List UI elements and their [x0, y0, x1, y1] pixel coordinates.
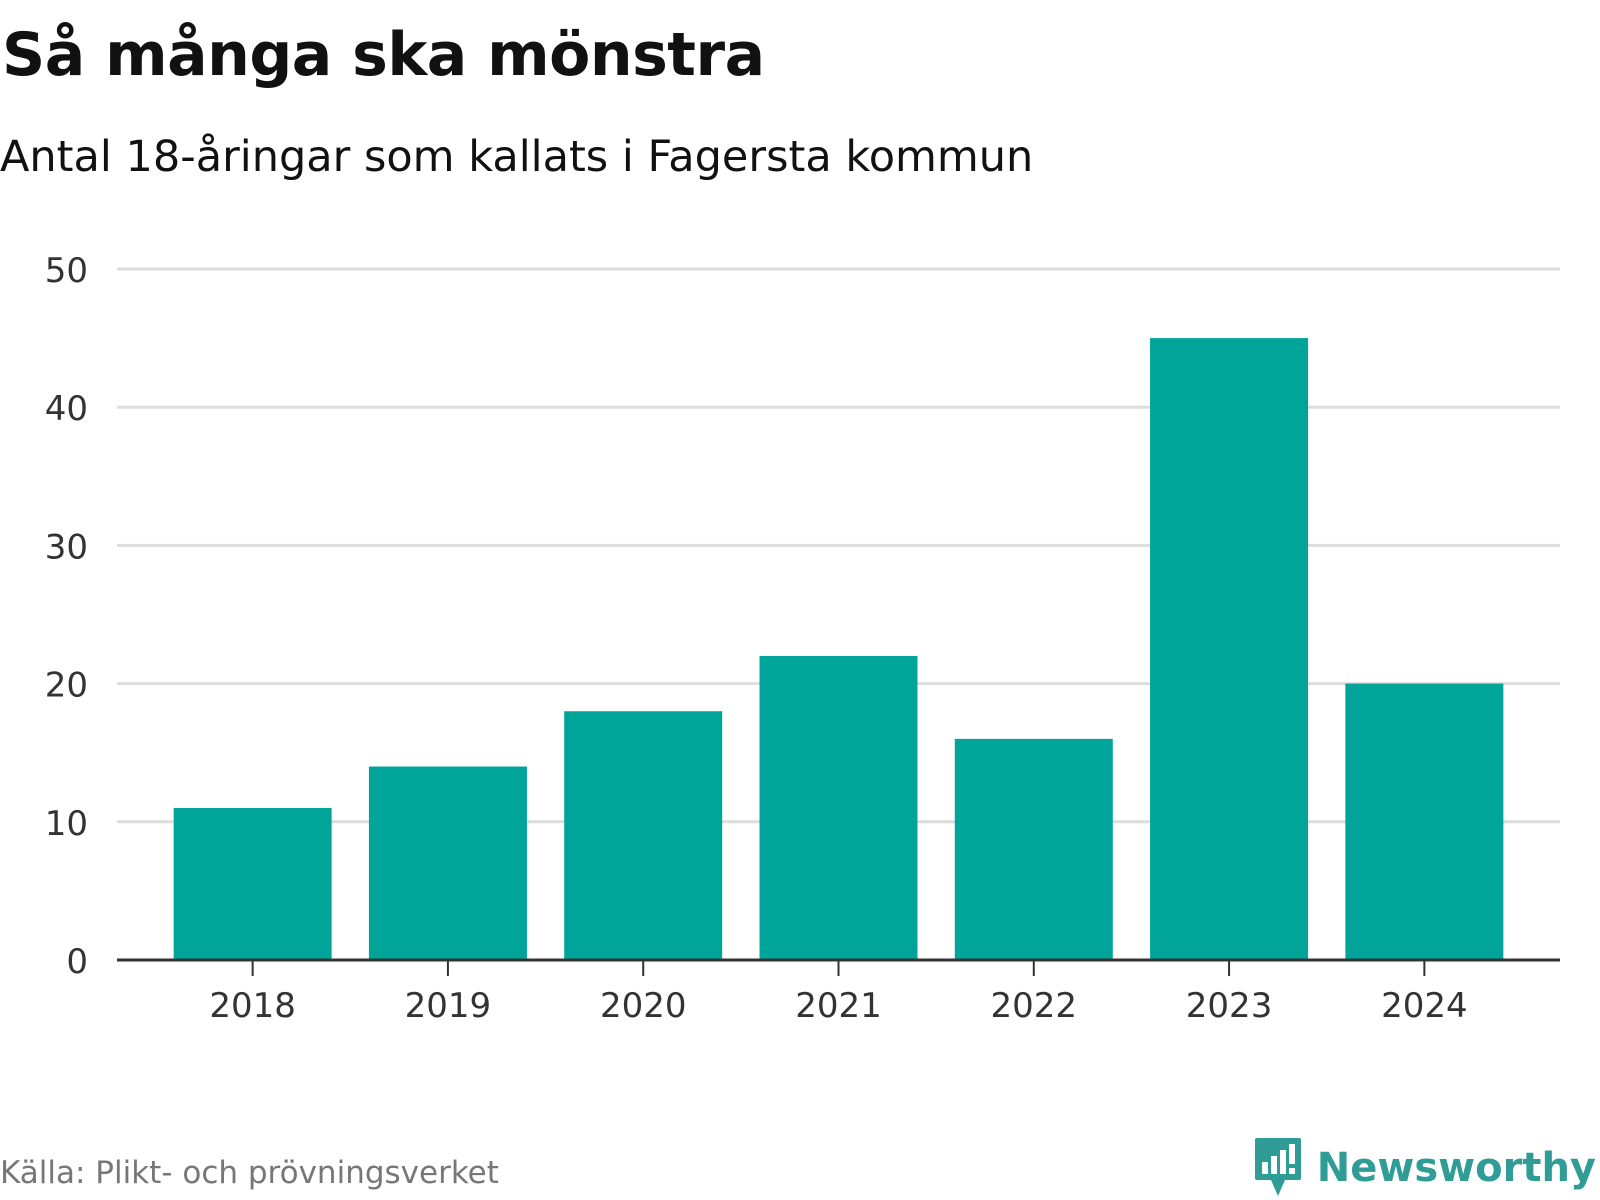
- y-tick-label: 10: [45, 804, 88, 844]
- bar-2023: [1150, 338, 1309, 961]
- bar-2020: [564, 711, 723, 960]
- y-tick-label: 0: [66, 942, 88, 982]
- x-tick-label: 2018: [209, 986, 296, 1026]
- x-tick-label: 2020: [600, 986, 687, 1026]
- y-tick-label: 20: [45, 666, 88, 706]
- x-tick-label: 2021: [795, 986, 882, 1026]
- brand-logo-group: Newsworthy: [1253, 1136, 1596, 1200]
- y-tick-label: 50: [45, 251, 88, 291]
- bar-2022: [954, 738, 1113, 960]
- y-tick-label: 30: [45, 527, 88, 567]
- bar-2019: [368, 766, 527, 960]
- x-tick-label: 2022: [991, 986, 1078, 1026]
- newsworthy-logo-icon: [1254, 1138, 1301, 1196]
- x-tick-label: 2019: [405, 986, 492, 1026]
- bar-2024: [1345, 683, 1504, 960]
- brand-name: Newsworthy: [1316, 1145, 1596, 1191]
- source-note: Källa: Plikt- och prövningsverket: [0, 1155, 499, 1191]
- chart-subtitle: Antal 18-åringar som kallats i Fagersta …: [0, 132, 1034, 182]
- x-tick-label: 2023: [1186, 986, 1273, 1026]
- y-tick-label: 40: [45, 389, 88, 429]
- bar-2021: [759, 655, 918, 960]
- chart-title: Så många ska mönstra: [2, 20, 765, 90]
- bar-2018: [173, 807, 332, 960]
- x-tick-label: 2024: [1381, 986, 1468, 1026]
